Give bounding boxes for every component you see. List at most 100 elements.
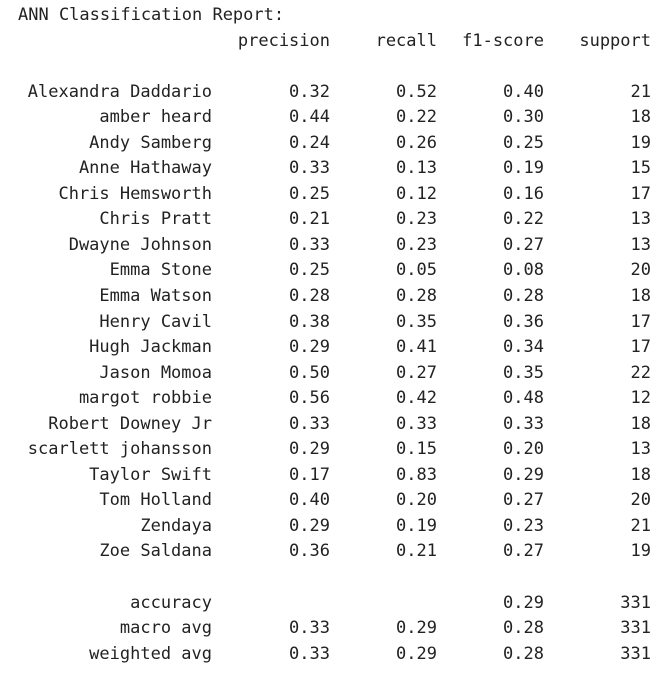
recall-value: 0.13	[396, 158, 437, 179]
recall-value: 0.52	[396, 81, 437, 102]
table-row: Henry Cavil 0.38 0.35 0.36 17	[18, 310, 658, 336]
precision-value: 0.17	[289, 464, 330, 485]
class-rows: Alexandra Daddario 0.32 0.52 0.40 21 amber he…	[18, 80, 658, 565]
precision-value: 0.36	[289, 541, 330, 562]
f1-score-value: 0.20	[503, 439, 544, 460]
precision-value: 0.29	[289, 515, 330, 536]
precision-value: 0.56	[289, 388, 330, 409]
precision-value: 0.33	[289, 643, 330, 664]
class-label: Zoe Saldana	[99, 541, 212, 562]
table-row: Emma Watson 0.28 0.28 0.28 18	[18, 284, 658, 310]
support-value: 20	[630, 490, 651, 511]
recall-value: 0.42	[396, 388, 437, 409]
f1-score-value: 0.36	[503, 311, 544, 332]
support-value: 21	[630, 515, 651, 536]
table-row: Zoe Saldana 0.36 0.21 0.27 19	[18, 539, 658, 565]
class-label: Emma Watson	[99, 286, 212, 307]
recall-value: 0.27	[396, 362, 437, 383]
header-precision: precision	[237, 30, 330, 51]
recall-value: 0.26	[396, 132, 437, 153]
class-label: Chris Pratt	[99, 209, 212, 230]
support-value: 17	[630, 311, 651, 332]
precision-value: 0.33	[289, 234, 330, 255]
report-header-row: precision recall f1-score support	[18, 29, 658, 55]
table-row: Jason Momoa 0.50 0.27 0.35 22	[18, 361, 658, 387]
f1-score-value: 0.35	[503, 362, 544, 383]
f1-score-value: 0.22	[503, 209, 544, 230]
f1-score-value: 0.34	[503, 337, 544, 358]
table-row: Chris Hemsworth 0.25 0.12 0.16 17	[18, 182, 658, 208]
class-label: Anne Hathaway	[78, 158, 212, 179]
class-label: Henry Cavil	[99, 311, 212, 332]
f1-score-value: 0.29	[503, 464, 544, 485]
class-label: Hugh Jackman	[89, 337, 212, 358]
table-row: margot robbie 0.56 0.42 0.48 12	[18, 386, 658, 412]
table-row: Hugh Jackman 0.29 0.41 0.34 17	[18, 335, 658, 361]
f1-score-value: 0.40	[503, 81, 544, 102]
support-value: 18	[630, 107, 651, 128]
table-row: scarlett johansson 0.29 0.15 0.20 13	[18, 437, 658, 463]
precision-value: 0.44	[289, 107, 330, 128]
table-row: Emma Stone 0.25 0.05 0.08 20	[18, 258, 658, 284]
support-value: 19	[630, 541, 651, 562]
support-value: 18	[630, 464, 651, 485]
summary-row: weighted avg 0.33 0.29 0.28 331	[18, 642, 658, 668]
recall-value: 0.83	[396, 464, 437, 485]
table-row: Taylor Swift 0.17 0.83 0.29 18	[18, 463, 658, 489]
class-label: Dwayne Johnson	[68, 234, 212, 255]
precision-value: 0.32	[289, 81, 330, 102]
f1-score-value: 0.48	[503, 388, 544, 409]
class-label: Jason Momoa	[99, 362, 212, 383]
recall-value: 0.12	[396, 183, 437, 204]
support-value: 18	[630, 413, 651, 434]
support-value: 22	[630, 362, 651, 383]
support-value: 21	[630, 81, 651, 102]
precision-value: 0.38	[289, 311, 330, 332]
recall-value: 0.35	[396, 311, 437, 332]
support-value: 331	[620, 592, 651, 613]
table-row: Andy Samberg 0.24 0.26 0.25 19	[18, 131, 658, 157]
support-value: 19	[630, 132, 651, 153]
support-value: 331	[620, 618, 651, 639]
blank-line	[18, 54, 658, 80]
class-label: Emma Stone	[109, 260, 212, 281]
precision-value: 0.50	[289, 362, 330, 383]
f1-score-value: 0.28	[503, 643, 544, 664]
blank-line	[18, 565, 658, 591]
class-label: Robert Downey Jr	[48, 413, 212, 434]
support-value: 15	[630, 158, 651, 179]
f1-score-value: 0.28	[503, 286, 544, 307]
precision-value: 0.28	[289, 286, 330, 307]
recall-value: 0.28	[396, 286, 437, 307]
report-title-line: ANN Classification Report:	[18, 3, 658, 29]
table-row: Dwayne Johnson 0.33 0.23 0.27 13	[18, 233, 658, 259]
precision-value: 0.33	[289, 618, 330, 639]
f1-score-value: 0.27	[503, 234, 544, 255]
recall-value: 0.29	[396, 643, 437, 664]
class-label: margot robbie	[78, 388, 212, 409]
support-value: 13	[630, 234, 651, 255]
summary-row: macro avg 0.33 0.29 0.28 331	[18, 616, 658, 642]
support-value: 17	[630, 183, 651, 204]
support-value: 18	[630, 286, 651, 307]
precision-value: 0.25	[289, 183, 330, 204]
summary-row: accuracy 0.29 331	[18, 591, 658, 617]
recall-value: 0.41	[396, 337, 437, 358]
recall-value: 0.15	[396, 439, 437, 460]
precision-value: 0.21	[289, 209, 330, 230]
recall-value: 0.29	[396, 618, 437, 639]
precision-value: 0.25	[289, 260, 330, 281]
f1-score-value: 0.19	[503, 158, 544, 179]
classification-report-output: ANN Classification Report: precision rec…	[18, 3, 658, 667]
recall-value: 0.23	[396, 209, 437, 230]
f1-score-value: 0.30	[503, 107, 544, 128]
f1-score-value: 0.08	[503, 260, 544, 281]
class-label: Andy Samberg	[89, 132, 212, 153]
table-row: amber heard 0.44 0.22 0.30 18	[18, 105, 658, 131]
support-value: 20	[630, 260, 651, 281]
recall-value: 0.21	[396, 541, 437, 562]
table-row: Tom Holland 0.40 0.20 0.27 20	[18, 488, 658, 514]
support-value: 13	[630, 209, 651, 230]
f1-score-value: 0.28	[503, 618, 544, 639]
recall-value: 0.33	[396, 413, 437, 434]
